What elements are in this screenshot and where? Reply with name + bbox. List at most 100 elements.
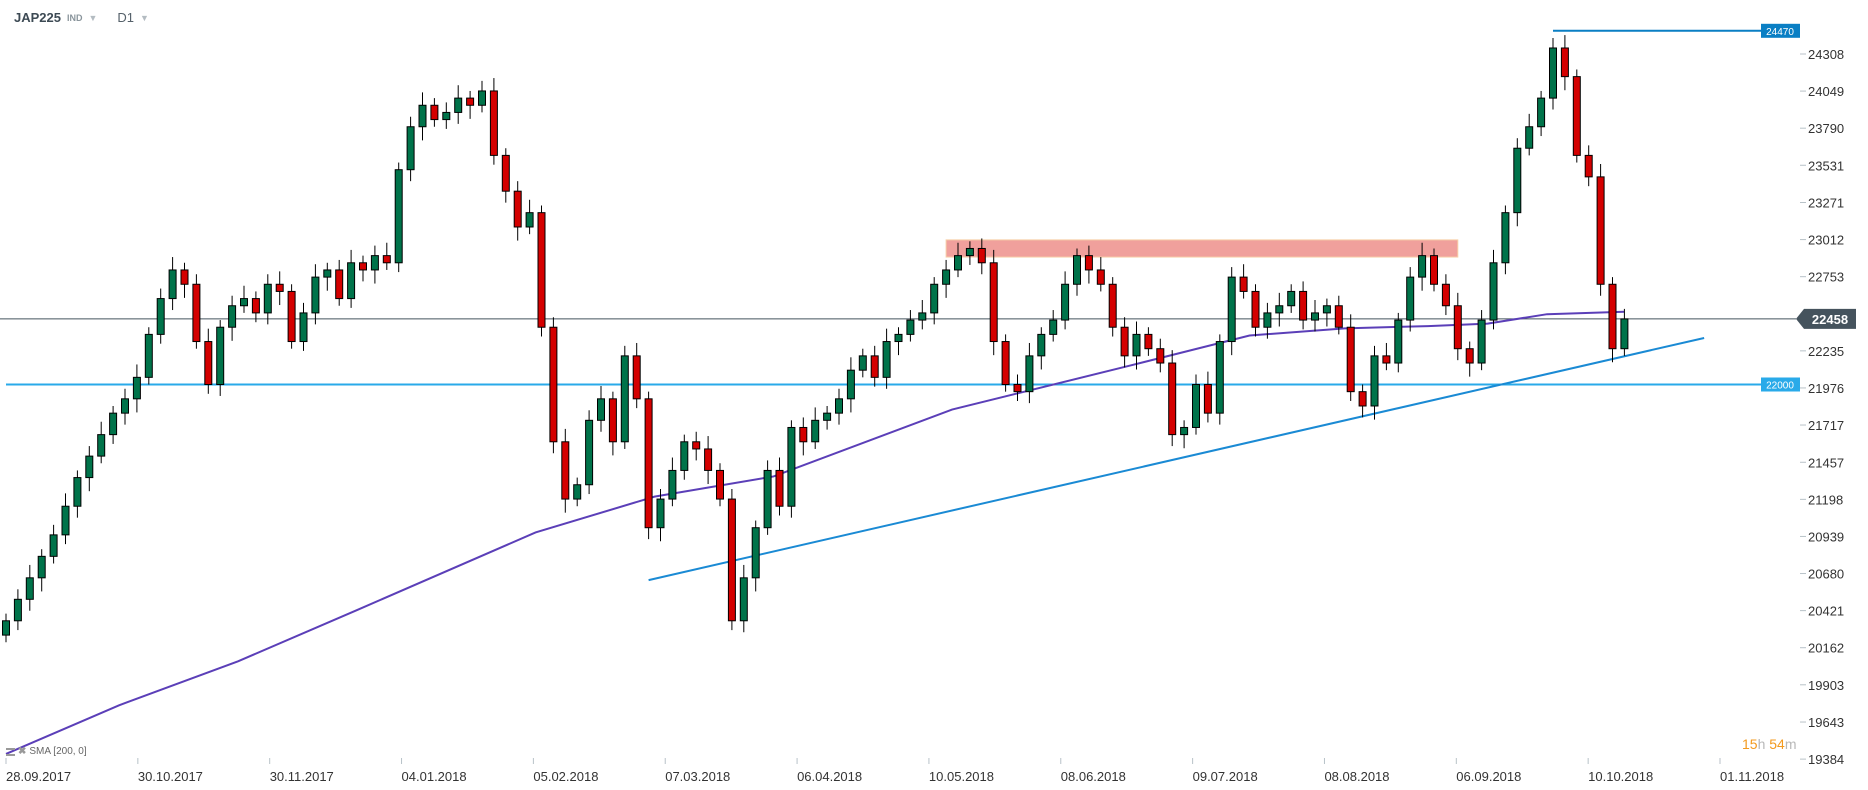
- candle-body: [692, 441, 701, 450]
- x-tick-label: 30.10.2017: [138, 769, 203, 784]
- level-label-box: [1761, 377, 1800, 392]
- x-tick-label: 06.04.2018: [797, 769, 862, 784]
- candle-body: [1358, 391, 1367, 407]
- candle-body: [1382, 355, 1391, 364]
- candle-body: [1334, 305, 1343, 328]
- candle-body: [882, 341, 891, 378]
- candle-body: [406, 126, 415, 171]
- candle-body: [73, 477, 82, 507]
- candle-body: [287, 290, 296, 343]
- candle-body: [1013, 384, 1022, 393]
- candle-body: [263, 283, 272, 314]
- x-tick-label: 10.05.2018: [929, 769, 994, 784]
- candle-body: [680, 441, 689, 471]
- candle-body: [1525, 126, 1534, 149]
- candle-body: [1168, 362, 1177, 436]
- candle-body: [561, 441, 570, 500]
- candle-body: [275, 283, 284, 292]
- candle-body: [525, 212, 534, 228]
- candle-body: [1156, 348, 1165, 364]
- candle-body: [989, 262, 998, 343]
- symbol-label[interactable]: JAP225: [14, 10, 61, 25]
- candle-body: [311, 276, 320, 314]
- x-tick-label: 07.03.2018: [665, 769, 730, 784]
- candle-body: [1346, 326, 1355, 393]
- candle-body: [2, 620, 10, 636]
- candle-body: [549, 326, 558, 443]
- level-label: 22000: [1766, 381, 1794, 392]
- timeframe-dropdown-caret-icon[interactable]: ▼: [140, 12, 149, 23]
- candle-body: [323, 269, 332, 278]
- candle-body: [739, 577, 748, 622]
- y-tick-label: 20421: [1808, 604, 1844, 619]
- candle-body: [775, 469, 784, 507]
- candle-body: [1144, 333, 1153, 350]
- y-tick-label: 22235: [1808, 344, 1844, 359]
- candle-body: [1263, 312, 1272, 328]
- candle-body: [1227, 276, 1236, 343]
- x-tick-label: 28.09.2017: [6, 769, 71, 784]
- candle-body: [930, 283, 939, 314]
- candle-body: [359, 262, 367, 271]
- level-label-box: [1761, 23, 1800, 38]
- candle-body: [1061, 283, 1070, 321]
- candle-body: [620, 355, 629, 443]
- timeframe-label[interactable]: D1: [117, 10, 135, 25]
- candle-body: [894, 333, 903, 343]
- candle-body: [168, 269, 177, 300]
- candle-body: [1501, 212, 1510, 264]
- candle-body: [1406, 276, 1415, 321]
- candle-body: [1549, 47, 1557, 99]
- candle-body: [454, 97, 463, 113]
- candle-body: [1513, 147, 1522, 214]
- candle-body: [240, 298, 248, 307]
- y-tick-label: 24049: [1808, 84, 1844, 99]
- candle-body: [180, 269, 189, 285]
- candle-body: [799, 426, 808, 443]
- chart-header: JAP225 IND ▼ D1 ▼: [14, 10, 163, 25]
- y-tick-label: 23271: [1808, 195, 1844, 210]
- candle-body: [1287, 290, 1296, 307]
- x-tick-label: 08.06.2018: [1061, 769, 1126, 784]
- sma-200-line: [5, 310, 1625, 755]
- candle-body: [1584, 154, 1593, 178]
- candle-body: [430, 104, 439, 121]
- candle-body: [1120, 326, 1129, 357]
- candle-body: [1108, 283, 1117, 328]
- indicator-settings-icon[interactable]: [6, 747, 15, 756]
- candle-body: [156, 298, 165, 335]
- candle-body: [1537, 97, 1546, 128]
- candle-body: [954, 255, 962, 271]
- y-tick-label: 23012: [1808, 233, 1844, 248]
- candle-body: [704, 448, 713, 471]
- timer-hours: 15: [1742, 736, 1758, 752]
- y-tick-label: 23531: [1808, 158, 1844, 173]
- candle-body: [1596, 176, 1605, 285]
- symbol-dropdown-caret-icon[interactable]: ▼: [88, 12, 98, 23]
- candle-body: [121, 398, 129, 414]
- candle-body: [1001, 341, 1010, 386]
- candle-body: [918, 312, 927, 321]
- candle-body: [1239, 276, 1248, 292]
- candle-body: [716, 469, 724, 500]
- y-tick-label: 21457: [1808, 455, 1844, 470]
- candle-body: [1572, 76, 1581, 156]
- x-tick-label: 10.10.2018: [1588, 769, 1653, 784]
- candle-body: [1620, 318, 1629, 350]
- x-tick-label: 05.02.2018: [533, 769, 598, 784]
- indicator-remove-icon[interactable]: ✖: [18, 746, 27, 757]
- candle-body: [1192, 384, 1200, 428]
- candle-body: [1394, 319, 1403, 364]
- candle-body: [1608, 283, 1617, 350]
- candle-body: [906, 319, 915, 335]
- candle-body: [192, 283, 201, 343]
- y-tick-label: 20939: [1808, 529, 1844, 544]
- trendline: [648, 336, 1705, 582]
- candle-body: [977, 247, 986, 264]
- candle-body: [1418, 255, 1427, 278]
- candle-body: [846, 369, 855, 400]
- current-price-label: 22458: [1812, 312, 1848, 327]
- candle-body: [37, 555, 46, 579]
- candle-body: [335, 269, 344, 300]
